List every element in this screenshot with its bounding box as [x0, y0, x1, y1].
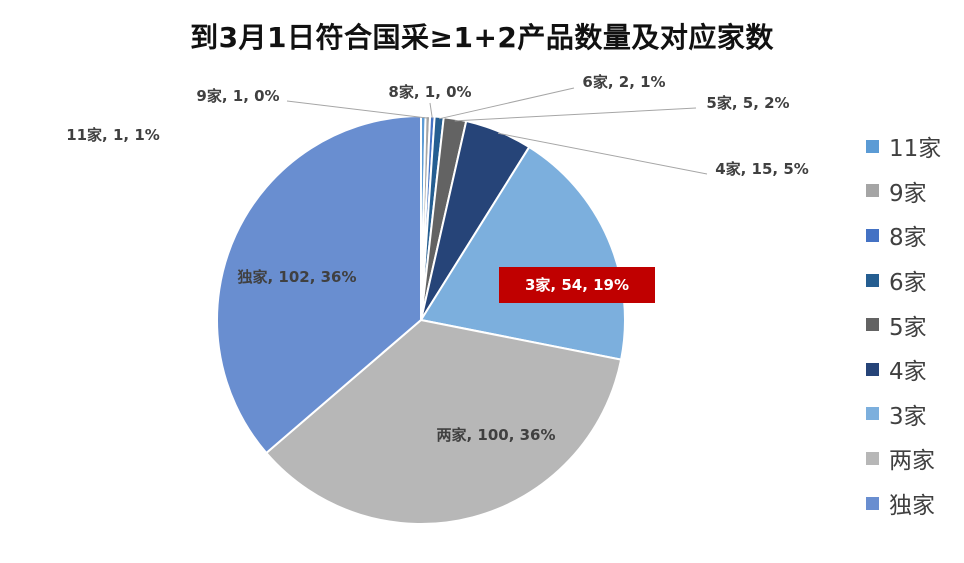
legend-label: 4家 [889, 359, 927, 386]
legend-item: 9家 [866, 169, 964, 214]
legend-label: 8家 [889, 225, 927, 252]
legend-item: 独家 [866, 481, 964, 526]
legend-swatch [866, 362, 879, 376]
data-label-8家: 8家, 1, 0% [388, 83, 471, 101]
legend-item: 6家 [866, 258, 964, 303]
leader-line [429, 102, 433, 119]
data-label-11家: 11家, 1, 1% [66, 126, 160, 144]
chart-legend: 11家 9家 8家 6家 5家 4家 3家两家独家 [866, 124, 964, 525]
legend-item: 3家 [866, 392, 964, 437]
legend-label: 3家 [889, 403, 927, 430]
leader-line [497, 132, 708, 175]
legend-label: 5家 [889, 314, 927, 341]
legend-swatch [866, 273, 879, 287]
legend-swatch [866, 228, 879, 242]
legend-label: 11家 [889, 136, 942, 163]
legend-item: 两家 [866, 436, 964, 481]
legend-swatch [866, 318, 879, 332]
chart-title: 到3月1日符合国采≥1+2产品数量及对应家数 [190, 21, 774, 54]
legend-swatch [866, 184, 879, 198]
legend-swatch [866, 496, 879, 510]
data-label-3家: 3家, 54, 19% [525, 276, 629, 294]
legend-item: 4家 [866, 347, 964, 392]
legend-label: 6家 [889, 270, 927, 297]
legend-label: 独家 [889, 493, 935, 520]
pie-slice-两家 [264, 318, 623, 526]
data-label-6家: 6家, 2, 1% [582, 73, 665, 91]
legend-item: 5家 [866, 302, 964, 347]
data-label-两家: 两家, 100, 36% [436, 426, 555, 444]
data-label-4家: 4家, 15, 5% [715, 160, 809, 178]
data-label-5家: 5家, 5, 2% [706, 94, 789, 112]
highlight-label-box [499, 267, 655, 303]
data-label-独家: 独家, 102, 36% [237, 268, 356, 286]
legend-item: 8家 [866, 213, 964, 258]
leader-line [286, 100, 428, 119]
legend-swatch [866, 451, 879, 465]
legend-label: 两家 [889, 448, 935, 475]
legend-swatch [866, 407, 879, 421]
legend-swatch [866, 139, 879, 153]
data-label-9家: 9家, 1, 0% [196, 87, 279, 105]
pie-slice-3家 [419, 145, 626, 361]
legend-item: 11家 [866, 124, 964, 169]
leader-line [454, 107, 697, 122]
leader-line [438, 87, 575, 120]
pie-slice-独家 [216, 114, 422, 455]
legend-label: 9家 [889, 180, 927, 207]
